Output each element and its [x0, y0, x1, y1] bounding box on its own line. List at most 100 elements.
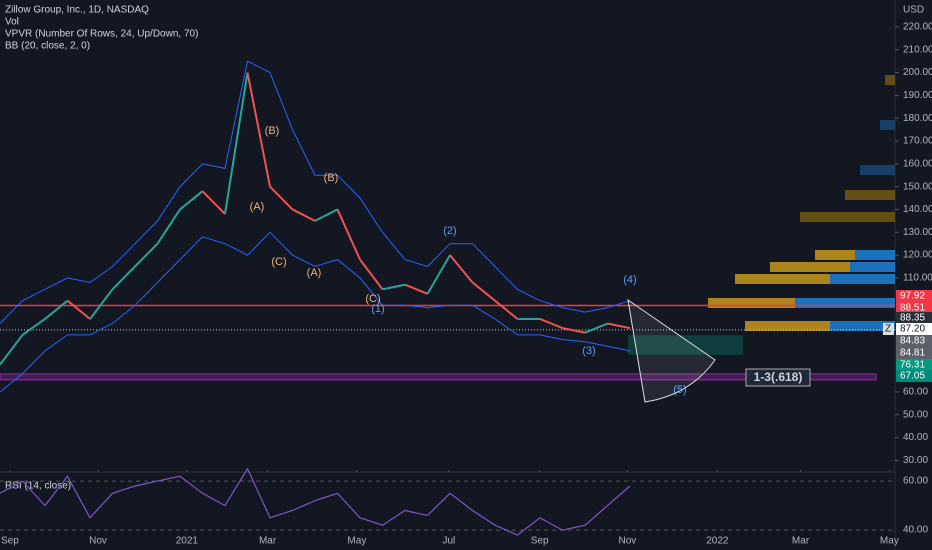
price-segment	[607, 322, 631, 330]
x-tick-label: 2021	[176, 536, 199, 547]
indicator: BB (20, close, 2, 0)	[5, 41, 90, 52]
x-tick-label: Sep	[1, 536, 19, 547]
fib-band	[0, 373, 877, 381]
symbol-title: Zillow Group, Inc., 1D, NASDAQ	[5, 5, 149, 16]
price-label: 88.51	[900, 303, 925, 314]
wave-label: (B)	[265, 125, 280, 137]
fib-label: 1-3(.618)	[754, 370, 803, 384]
price-label-box	[896, 347, 932, 359]
price-label-box	[896, 335, 932, 347]
price-label: 84.83	[900, 336, 925, 347]
target-zone	[628, 335, 743, 355]
wave-label: (C)	[271, 256, 286, 268]
y-tick-label: 120.00	[903, 250, 932, 261]
x-tick-label: Jul	[442, 536, 455, 547]
price-label: 97.92	[900, 291, 925, 302]
price-segment	[89, 288, 114, 320]
y-tick-label: 170.00	[903, 136, 932, 147]
y-tick-label: 150.00	[903, 181, 932, 192]
y-tick-label: 200.00	[903, 67, 932, 78]
wave-label: (B)	[324, 172, 339, 184]
fib-label-box	[745, 368, 811, 387]
price-label: 67.05	[900, 371, 925, 382]
price-label-box	[896, 290, 932, 302]
price-segment	[44, 299, 69, 320]
price-segment	[134, 242, 159, 268]
badge-box	[883, 323, 894, 335]
y-tick-label: 40.00	[903, 525, 928, 536]
y-tick-label: 130.00	[903, 227, 932, 238]
price-segment	[426, 254, 451, 295]
wave-label: (A)	[307, 267, 322, 279]
x-tick-label: Mar	[259, 536, 277, 547]
price-segment	[359, 259, 384, 290]
x-tick-label: Nov	[619, 536, 637, 547]
price-label-box	[896, 359, 932, 371]
price-label-box	[896, 302, 932, 314]
bollinger-band	[0, 60, 631, 324]
price-segment	[246, 72, 271, 187]
bollinger-band	[0, 231, 631, 393]
y-tick-label: 60.00	[903, 476, 928, 487]
y-tick-label: 50.00	[903, 409, 928, 420]
y-tick-label: 180.00	[903, 113, 932, 124]
price-label-box	[896, 370, 932, 382]
price-segment	[269, 185, 294, 211]
price-label-box	[896, 312, 932, 324]
price-segment	[66, 299, 91, 320]
price-segment	[584, 322, 608, 334]
price-segment	[292, 208, 316, 222]
price-segment	[494, 299, 519, 320]
x-tick-label: May	[880, 536, 899, 547]
price-segment	[179, 190, 204, 211]
price-segment	[449, 254, 474, 284]
price-segment	[0, 334, 24, 366]
price-segment	[224, 72, 249, 215]
rsi-line	[0, 467, 631, 536]
x-tick-label: Mar	[792, 536, 810, 547]
y-tick-label: 190.00	[903, 90, 932, 101]
volume-profile	[708, 75, 895, 331]
y-tick-label: 220.00	[903, 22, 932, 33]
y-tick-label: 40.00	[903, 432, 928, 443]
price-segment	[201, 190, 226, 215]
indicator: VPVR (Number Of Rows, 24, Up/Down, 70)	[5, 29, 198, 40]
indicator: Vol	[5, 17, 19, 28]
wave-label: (2)	[443, 225, 456, 237]
price-segment	[471, 281, 496, 302]
price-label: 87.20	[900, 324, 925, 335]
x-tick-label: May	[347, 536, 366, 547]
price-segment	[336, 209, 361, 261]
symbol-badge: Z	[885, 324, 891, 335]
currency: USD	[903, 5, 924, 16]
y-tick-label: 160.00	[903, 158, 932, 169]
price-segment	[562, 327, 586, 334]
price-segment	[539, 318, 563, 330]
price-label: 76.31	[900, 360, 925, 371]
wave-label: (3)	[582, 345, 595, 357]
y-tick-label: 110.00	[903, 273, 932, 284]
y-tick-label: 210.00	[903, 44, 932, 55]
x-tick-label: Nov	[89, 536, 107, 547]
price-segment	[382, 283, 406, 291]
fib-fan	[627, 298, 716, 403]
wave-label: (C)	[365, 293, 380, 305]
price-label-box	[896, 323, 932, 335]
price-segment	[314, 208, 338, 222]
wave-label: (4)	[623, 274, 636, 286]
y-tick-label: 140.00	[903, 204, 932, 215]
rsi-title: RSI (14, close)	[5, 481, 71, 492]
price-segment	[404, 283, 428, 295]
wave-label: (1)	[371, 303, 384, 315]
price-segment	[156, 208, 181, 245]
wave-label: (A)	[250, 201, 265, 213]
price-segment	[21, 318, 46, 336]
x-tick-label: Sep	[531, 536, 549, 547]
y-tick-label: 60.00	[903, 387, 928, 398]
price-label: 88.35	[900, 313, 925, 324]
x-tick-label: 2022	[706, 536, 729, 547]
price-label: 84.81	[900, 348, 925, 359]
y-tick-label: 30.00	[903, 455, 928, 466]
price-segment	[111, 265, 136, 291]
